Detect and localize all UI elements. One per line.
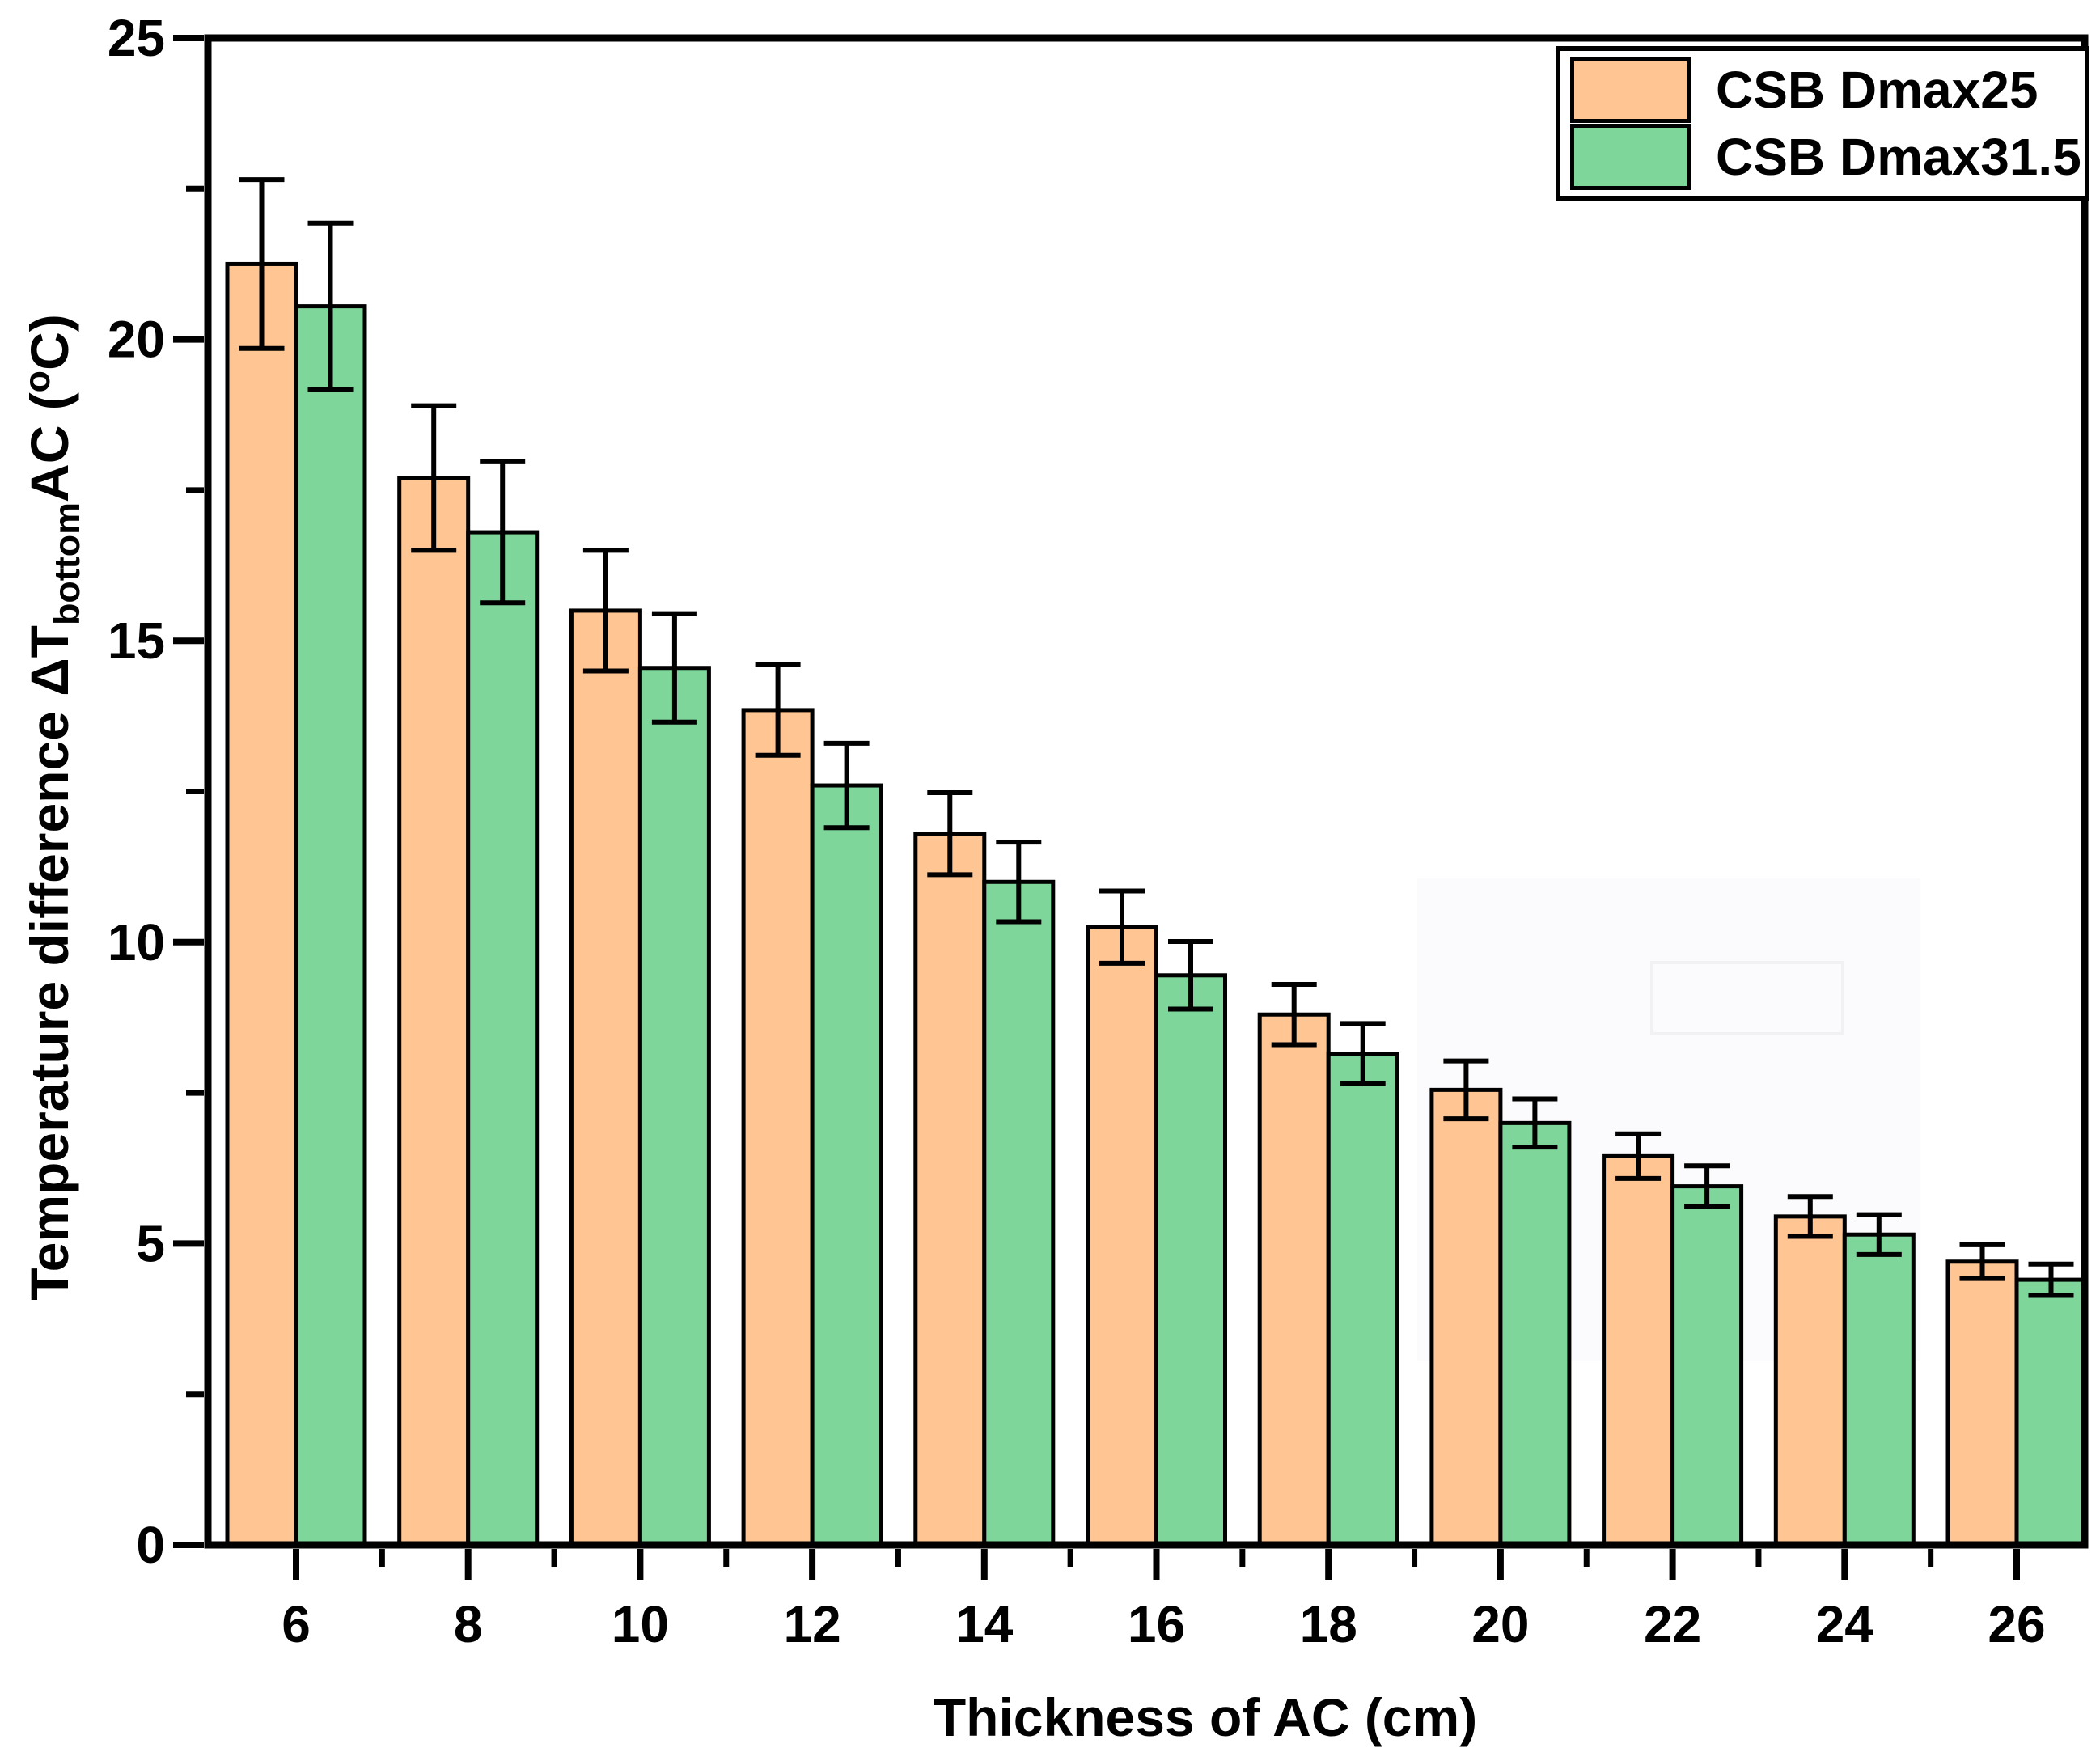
bar-CSB-Dmax31.5-18 — [1326, 1052, 1399, 1547]
bar-CSB-Dmax25-10 — [569, 608, 642, 1547]
bar-CSB-Dmax25-14 — [913, 832, 987, 1547]
bar-CSB-Dmax31.5-14 — [982, 879, 1056, 1547]
bar-CSB-Dmax25-20 — [1429, 1087, 1503, 1547]
legend-swatch-dmax31-5 — [1570, 124, 1691, 190]
bar-CSB-Dmax25-12 — [741, 708, 815, 1547]
bar-CSB-Dmax31.5-12 — [810, 783, 883, 1547]
legend-label-dmax31-5: CSB Dmax31.5 — [1716, 128, 2081, 186]
x-tick-label-24: 24 — [1816, 1595, 1874, 1653]
bar-CSB-Dmax25-26 — [1945, 1259, 2019, 1547]
y-axis-title-subscript: bottom — [46, 502, 88, 625]
bar-CSB-Dmax31.5-16 — [1154, 973, 1227, 1547]
bar-CSB-Dmax25-24 — [1773, 1214, 1847, 1547]
x-axis-title: Thickness of AC (cm) — [933, 1687, 1478, 1747]
y-tick-label-20: 20 — [108, 311, 165, 369]
y-axis-title-mid: AC ( — [19, 392, 79, 502]
bar-CSB-Dmax31.5-20 — [1498, 1120, 1572, 1547]
x-tick-label-26: 26 — [1988, 1595, 2045, 1653]
plot-frame — [204, 34, 2089, 1549]
bar-CSB-Dmax25-6 — [225, 261, 298, 1547]
bar-CSB-Dmax25-18 — [1257, 1012, 1331, 1547]
bar-CSB-Dmax25-16 — [1086, 925, 1158, 1547]
legend: CSB Dmax25 CSB Dmax31.5 — [1556, 46, 2089, 201]
y-tick-label-10: 10 — [108, 913, 165, 971]
y-tick-label-15: 15 — [108, 612, 165, 670]
x-tick-label-6: 6 — [282, 1595, 311, 1653]
y-axis-title-end: C) — [19, 314, 79, 370]
x-tick-label-20: 20 — [1471, 1595, 1529, 1653]
bar-CSB-Dmax31.5-22 — [1670, 1184, 1744, 1547]
x-tick-label-22: 22 — [1644, 1595, 1701, 1653]
bar-CSB-Dmax31.5-8 — [466, 530, 540, 1547]
legend-label-dmax25: CSB Dmax25 — [1716, 61, 2039, 119]
bar-CSB-Dmax25-22 — [1602, 1153, 1675, 1547]
bar-CSB-Dmax31.5-10 — [637, 666, 711, 1547]
x-tick-label-18: 18 — [1300, 1595, 1357, 1653]
y-tick-label-0: 0 — [136, 1516, 165, 1574]
bar-CSB-Dmax31.5-26 — [2014, 1277, 2088, 1547]
legend-item-dmax31-5: CSB Dmax31.5 — [1570, 124, 2081, 190]
bar-CSB-Dmax31.5-6 — [294, 304, 367, 1547]
y-tick-label-5: 5 — [136, 1214, 165, 1272]
bar-CSB-Dmax31.5-24 — [1842, 1232, 1916, 1547]
x-tick-label-16: 16 — [1128, 1595, 1185, 1653]
y-axis-title-main: Temperature difference ΔT — [19, 625, 79, 1301]
x-tick-label-10: 10 — [612, 1595, 669, 1653]
legend-swatch-dmax25 — [1570, 57, 1691, 123]
x-tick-label-14: 14 — [955, 1595, 1014, 1653]
legend-item-dmax25: CSB Dmax25 — [1570, 57, 2075, 123]
y-axis-title: Temperature difference ΔTbottomAC (oC) — [16, 39, 87, 1576]
x-tick-label-12: 12 — [784, 1595, 841, 1653]
y-axis-title-superscript: o — [16, 370, 57, 393]
x-tick-label-8: 8 — [454, 1595, 483, 1653]
y-tick-label-25: 25 — [108, 9, 165, 67]
bar-CSB-Dmax25-8 — [397, 476, 471, 1547]
